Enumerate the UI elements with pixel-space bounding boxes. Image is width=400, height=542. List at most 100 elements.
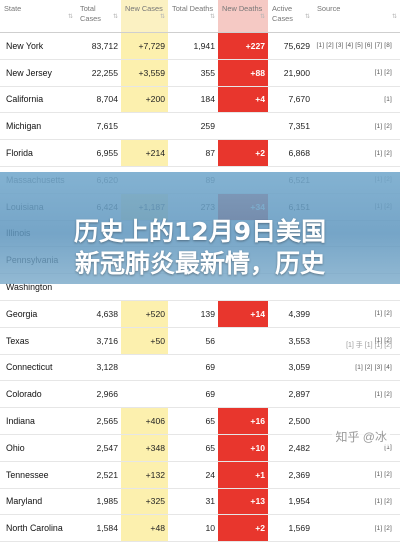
state-cell: New York [6, 40, 44, 51]
new-cases-cell: +48 [121, 515, 168, 542]
total-cases-cell: 8,704 [96, 94, 118, 105]
total-cases-cell: 1,584 [96, 523, 118, 534]
source-links-cell[interactable]: [1] [2] [374, 149, 392, 157]
active-cases-cell: 3,553 [288, 335, 310, 346]
table-header-row: State ⇅ Total Cases ⇅ New Cases ⇅ Total Dea… [0, 0, 400, 33]
zhihu-watermark: 知乎 @冰 [332, 427, 390, 446]
new-deaths-cell: +14 [218, 300, 268, 327]
total-deaths-cell: 87 [205, 148, 215, 159]
active-cases-cell: 2,897 [288, 389, 310, 400]
total-cases-cell: 2,547 [96, 442, 118, 453]
total-deaths-cell: 1,941 [193, 40, 215, 51]
active-cases-cell: 7,670 [288, 94, 310, 105]
total-deaths-cell: 139 [200, 308, 215, 319]
total-deaths-cell: 10 [205, 523, 215, 534]
total-deaths-cell: 65 [205, 416, 215, 427]
source-links-cell[interactable]: [1] [384, 95, 392, 103]
active-cases-cell: 75,629 [283, 40, 310, 51]
state-cell: California [6, 94, 44, 105]
new-cases-cell [121, 381, 168, 407]
sort-icon[interactable]: ⇅ [159, 14, 165, 20]
source-links-cell[interactable]: [1] [2] [374, 390, 392, 398]
active-cases-cell: 2,369 [288, 469, 310, 480]
source-links-cell[interactable]: [1] [384, 444, 392, 452]
table-row: Colorado 2,966 69 2,897 [1] [2] [0, 381, 400, 409]
header-state[interactable]: State ⇅ [4, 4, 73, 20]
state-cell: Colorado [6, 389, 42, 400]
source-links-cell[interactable]: [1] [2] [374, 310, 392, 318]
source-links-cell[interactable]: [1] [2] [374, 337, 392, 345]
new-deaths-cell: +13 [218, 488, 268, 515]
total-cases-cell: 3,128 [96, 362, 118, 373]
header-active-cases[interactable]: Active Cases ⇅ [272, 4, 310, 23]
new-cases-cell [121, 355, 168, 381]
new-deaths-cell: +16 [218, 408, 268, 434]
state-cell: Georgia [6, 308, 38, 319]
table-row: Georgia 4,638 +520 139 +14 4,399 [1] [2] [0, 300, 400, 328]
source-links-cell[interactable]: [1] [2] [3] [4] [355, 363, 392, 371]
total-deaths-cell: 355 [200, 67, 215, 78]
title-banner [0, 172, 400, 284]
new-deaths-cell: +2 [218, 140, 268, 166]
total-cases-cell: 6,955 [96, 148, 118, 159]
active-cases-cell: 7,351 [288, 121, 310, 132]
source-links-cell[interactable]: [1] [2] [374, 497, 392, 505]
sort-icon[interactable]: ⇅ [391, 14, 397, 20]
state-cell: New Jersey [6, 67, 52, 78]
banner-title: 历史上的12月9日美国 新冠肺炎最新情，历史 [0, 216, 400, 280]
new-deaths-cell: +10 [218, 434, 268, 461]
new-deaths-cell [218, 355, 268, 381]
total-cases-cell: 3,716 [96, 335, 118, 346]
sort-icon[interactable]: ⇅ [304, 14, 310, 20]
active-cases-cell: 2,500 [288, 416, 310, 427]
total-cases-cell: 2,521 [96, 469, 118, 480]
new-deaths-cell [218, 328, 268, 354]
banner-title-line-2: 新冠肺炎最新情，历史 [74, 249, 325, 278]
banner-title-line-1: 历史上的12月9日美国 [73, 217, 327, 246]
header-total-deaths[interactable]: Total Deaths ⇅ [172, 4, 215, 20]
new-deaths-cell: +4 [218, 86, 268, 113]
state-cell: Maryland [6, 496, 43, 507]
state-cell: Ohio [6, 442, 25, 453]
total-cases-cell: 7,615 [96, 121, 118, 132]
state-cell: Indiana [6, 416, 35, 427]
header-source[interactable]: Source ⇅ [317, 4, 397, 20]
table-row: Texas 3,716 +50 56 3,553 [1] [2] [0, 327, 400, 355]
total-deaths-cell: 69 [205, 389, 215, 400]
header-total-cases[interactable]: Total Cases ⇅ [80, 4, 118, 23]
table-row: North Carolina 1,584 +48 10 +2 1,569 [1] [2] [0, 515, 400, 542]
new-cases-cell: +348 [121, 434, 168, 461]
table-row: Florida 6,955 +214 87 +2 6,868 [1] [2] [0, 140, 400, 167]
new-deaths-cell: +227 [218, 33, 268, 59]
header-new-deaths[interactable]: New Deaths ⇅ [218, 0, 268, 32]
source-links-cell[interactable]: [1] [2] [3] [4] [5] [6] [7] [8] [316, 42, 392, 50]
state-cell: North Carolina [6, 523, 63, 534]
table-row: California 8,704 +200 184 +4 7,670 [1] [0, 86, 400, 114]
sort-icon[interactable]: ⇅ [209, 14, 215, 20]
state-cell: Florida [6, 148, 33, 159]
new-cases-cell: +7,729 [121, 33, 168, 59]
active-cases-cell: 6,868 [288, 148, 310, 159]
source-links-cell[interactable]: [1] [2] [374, 69, 392, 77]
active-cases-cell: 21,900 [283, 67, 310, 78]
sort-icon[interactable]: ⇅ [259, 14, 265, 20]
total-cases-cell: 4,638 [96, 308, 118, 319]
total-cases-cell: 22,255 [91, 67, 118, 78]
header-new-cases[interactable]: New Cases ⇅ [121, 0, 168, 32]
new-cases-cell: +520 [121, 300, 168, 327]
total-deaths-cell: 24 [205, 469, 215, 480]
new-cases-cell: +200 [121, 86, 168, 113]
active-cases-cell: 2,482 [288, 442, 310, 453]
state-cell: Tennessee [6, 469, 49, 480]
total-cases-cell: 83,712 [91, 40, 118, 51]
sort-icon[interactable]: ⇅ [67, 14, 73, 20]
source-links-cell[interactable]: [1] [2] [374, 524, 392, 532]
source-links-cell[interactable]: [1] [2] [374, 122, 392, 130]
new-cases-cell: +406 [121, 408, 168, 434]
sort-icon[interactable]: ⇅ [112, 14, 118, 20]
new-cases-cell [121, 113, 168, 139]
total-deaths-cell: 259 [200, 121, 215, 132]
source-links-cell[interactable]: [1] [2] [374, 471, 392, 479]
new-deaths-cell: +88 [218, 59, 268, 86]
new-cases-cell: +3,559 [121, 59, 168, 86]
